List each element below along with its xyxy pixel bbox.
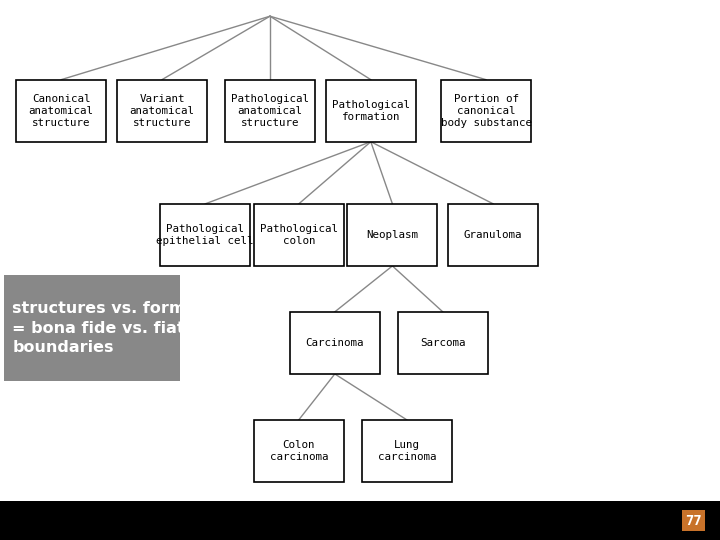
Text: Portion of
canonical
body substance: Portion of canonical body substance (441, 94, 531, 127)
Text: Sarcoma: Sarcoma (420, 338, 466, 348)
FancyBboxPatch shape (397, 312, 488, 374)
FancyBboxPatch shape (325, 79, 416, 141)
Text: Pathological
anatomical
structure: Pathological anatomical structure (231, 94, 309, 127)
Text: Variant
anatomical
structure: Variant anatomical structure (130, 94, 194, 127)
FancyBboxPatch shape (117, 79, 207, 141)
Text: Neoplasm: Neoplasm (366, 230, 418, 240)
Text: Granuloma: Granuloma (464, 230, 523, 240)
Text: Pathological
formation: Pathological formation (332, 100, 410, 122)
FancyBboxPatch shape (441, 79, 531, 141)
FancyBboxPatch shape (448, 204, 539, 266)
Text: Pathological
epithelial cell: Pathological epithelial cell (156, 224, 254, 246)
FancyBboxPatch shape (289, 312, 380, 374)
FancyBboxPatch shape (17, 79, 107, 141)
Text: Colon
carcinoma: Colon carcinoma (269, 440, 328, 462)
Bar (0, 501, 720, 540)
Text: structures vs. formations
= bona fide vs. fiat
boundaries: structures vs. formations = bona fide vs… (12, 301, 242, 355)
FancyBboxPatch shape (253, 420, 344, 482)
FancyBboxPatch shape (361, 420, 452, 482)
Text: 77: 77 (685, 514, 702, 528)
Bar (4, 275, 180, 381)
Text: Canonical
anatomical
structure: Canonical anatomical structure (29, 94, 94, 127)
Text: Carcinoma: Carcinoma (305, 338, 364, 348)
Text: Pathological
colon: Pathological colon (260, 224, 338, 246)
FancyBboxPatch shape (253, 204, 344, 266)
FancyBboxPatch shape (160, 204, 251, 266)
FancyBboxPatch shape (225, 79, 315, 141)
Text: Lung
carcinoma: Lung carcinoma (377, 440, 436, 462)
FancyBboxPatch shape (348, 204, 438, 266)
